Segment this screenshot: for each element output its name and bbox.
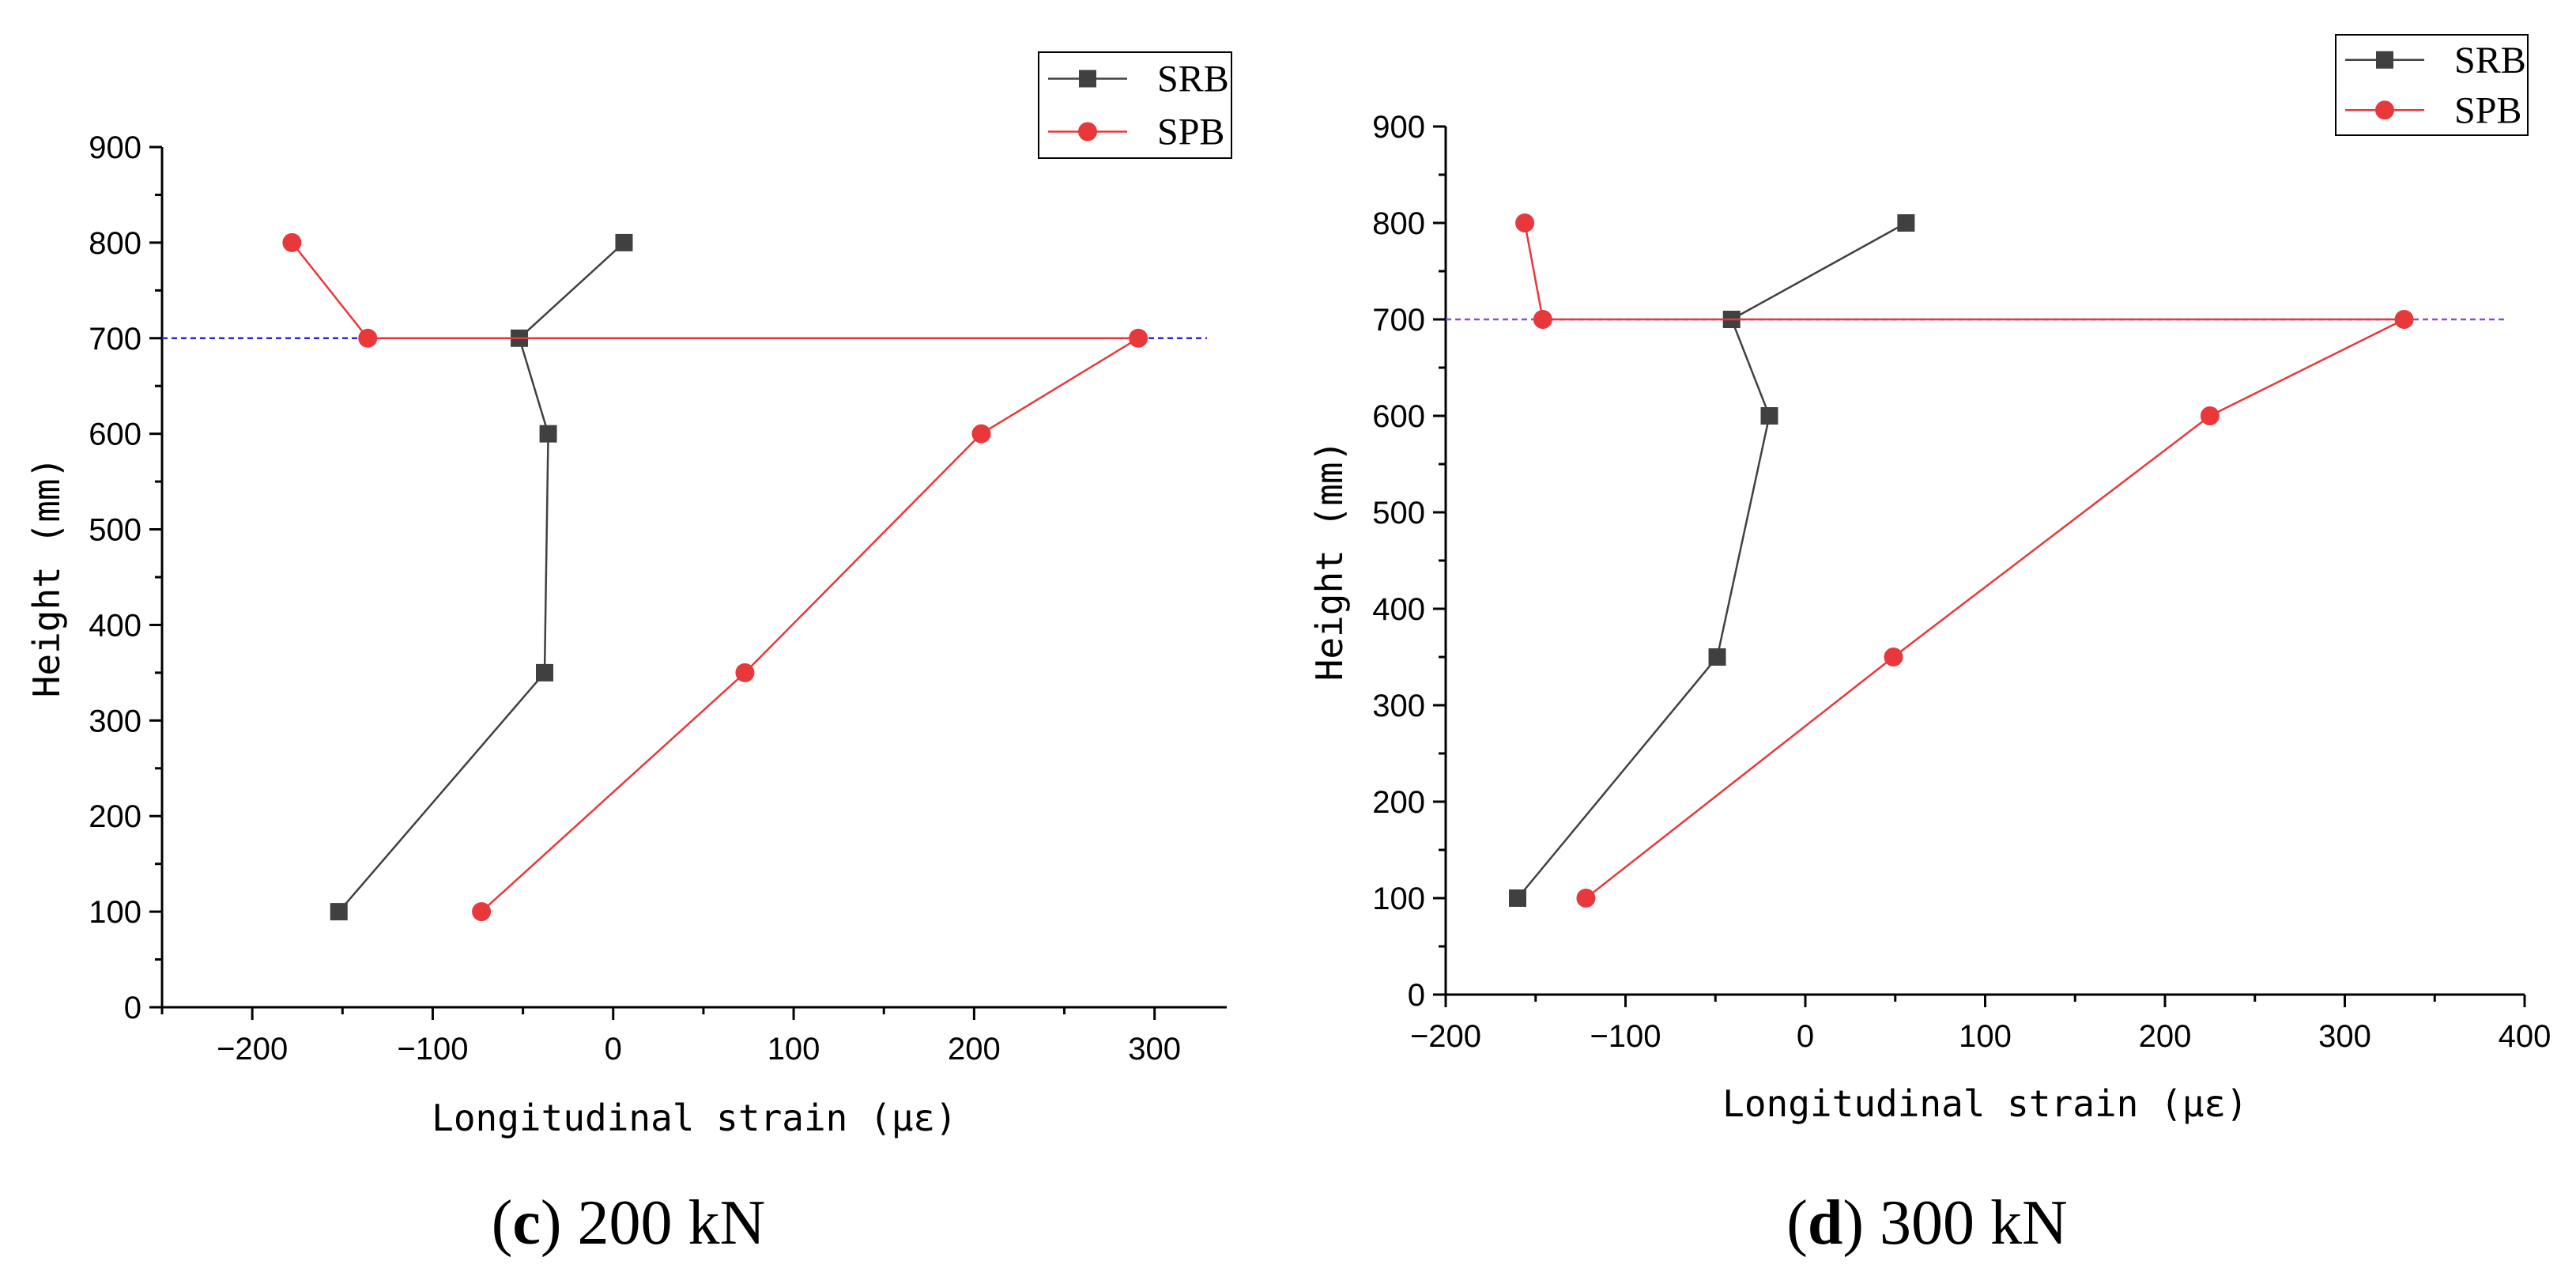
legend: SRB SPB <box>2335 34 2529 136</box>
data-point-srb <box>536 663 554 682</box>
x-axis-title: Longitudinal strain (με) <box>1722 1082 2248 1125</box>
data-point-spb <box>2200 406 2220 425</box>
data-point-spb <box>1515 213 1535 232</box>
legend-box <box>2335 34 2529 136</box>
y-tick-label: 0 <box>124 991 141 1025</box>
x-tick-label: 0 <box>1797 1019 1814 1054</box>
y-tick-label: 800 <box>89 226 141 261</box>
y-tick-label: 900 <box>89 130 141 165</box>
chart-panel-c: 0 100 200 300 400 500 600 700 800 900 −200 −100 0 100… <box>25 51 1232 1258</box>
y-tick-label: 800 <box>1372 206 1425 241</box>
y-axis-title: Height (mm) <box>25 457 68 698</box>
x-tick-label: −100 <box>1590 1019 1661 1054</box>
x-tick-label: 300 <box>1128 1032 1181 1067</box>
legend-marker-spb <box>1078 122 1097 142</box>
data-point-spb <box>735 663 755 682</box>
y-tick-label: 900 <box>1372 110 1425 145</box>
legend-marker-srb <box>2376 51 2393 69</box>
y-tick-label: 300 <box>1372 689 1425 723</box>
series-line-srb <box>338 241 625 912</box>
series-line-srb <box>1517 221 1907 899</box>
x-tick-label: −200 <box>1410 1019 1481 1054</box>
data-point-srb <box>1708 648 1726 666</box>
y-tick-label: 500 <box>89 513 141 548</box>
data-point-spb <box>472 902 492 922</box>
y-tick-label: 400 <box>1372 592 1425 627</box>
data-point-spb <box>971 424 991 444</box>
y-tick-label: 200 <box>1372 785 1425 820</box>
series-line-spb <box>1523 222 2405 899</box>
panel-caption: (d) 300 kN <box>1786 1188 2068 1258</box>
y-tick-label: 100 <box>1372 882 1425 916</box>
chart-panel-d: 0 100 200 300 400 500 600 700 800 900 −200 −100 0 100… <box>1308 34 2551 1258</box>
y-tick-label: 300 <box>89 704 141 738</box>
data-point-spb <box>358 328 378 348</box>
data-point-srb <box>615 233 633 251</box>
y-tick-label: 600 <box>89 417 141 452</box>
x-tick-label: −200 <box>217 1032 288 1067</box>
legend-marker-srb <box>1079 70 1096 88</box>
legend-box <box>1038 51 1232 159</box>
x-tick-label: 0 <box>605 1032 622 1067</box>
y-axis-title: Height (mm) <box>1308 440 1351 682</box>
y-tick-label: 400 <box>89 608 141 643</box>
data-point-srb <box>1760 407 1778 425</box>
data-point-spb <box>282 232 302 252</box>
data-point-spb <box>1576 889 1596 908</box>
legend-marker-spb <box>2375 100 2394 120</box>
legend: SRB SPB <box>1038 51 1232 159</box>
x-tick-label: 400 <box>2499 1019 2551 1054</box>
panel-caption: (c) 200 kN <box>492 1188 766 1258</box>
data-point-spb <box>1884 648 1903 666</box>
x-tick-label: 200 <box>2139 1019 2192 1054</box>
legend-label-spb: SPB <box>1157 111 1224 153</box>
x-tick-label: 100 <box>1959 1019 2012 1054</box>
y-tick-label: 700 <box>1372 303 1425 338</box>
y-tick-label: 200 <box>89 799 141 834</box>
legend-label-srb: SRB <box>1157 59 1229 100</box>
y-tick-label: 100 <box>89 895 141 930</box>
legend-label-srb: SRB <box>2454 40 2526 81</box>
data-point-spb <box>2394 310 2414 329</box>
data-point-srb <box>1897 214 1915 232</box>
y-tick-label: 0 <box>1408 978 1425 1013</box>
data-point-srb <box>539 425 557 443</box>
y-tick-label: 600 <box>1372 399 1425 434</box>
data-point-spb <box>1129 328 1148 348</box>
series-line-spb <box>291 242 1142 913</box>
x-tick-label: 200 <box>948 1032 1001 1067</box>
data-point-srb <box>330 903 348 921</box>
y-tick-label: 500 <box>1372 496 1425 531</box>
data-point-spb <box>1533 310 1552 329</box>
x-axis-title: Longitudinal strain (με) <box>432 1097 957 1139</box>
x-tick-label: −100 <box>397 1032 468 1067</box>
x-tick-label: 300 <box>2318 1019 2371 1054</box>
legend-label-spb: SPB <box>2454 89 2521 131</box>
data-point-srb <box>1509 889 1526 907</box>
x-tick-label: 100 <box>768 1032 820 1067</box>
y-tick-label: 700 <box>89 322 141 357</box>
